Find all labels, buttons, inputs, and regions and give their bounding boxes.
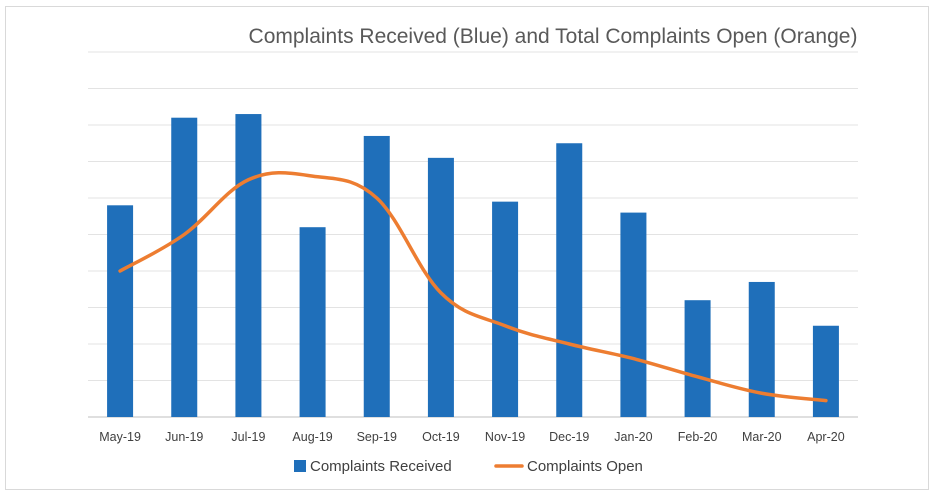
bar <box>556 143 583 417</box>
bar <box>492 201 519 417</box>
legend-label-received: Complaints Received <box>310 458 452 475</box>
line-series <box>118 171 828 403</box>
x-tick-label: Oct-19 <box>422 430 460 444</box>
legend-label-open: Complaints Open <box>527 458 643 475</box>
legend: Complaints Received Complaints Open <box>294 458 643 475</box>
line-path <box>118 171 828 403</box>
x-tick-label: Apr-20 <box>807 430 845 444</box>
bar <box>235 114 262 418</box>
bar <box>427 157 454 417</box>
bar <box>812 325 839 417</box>
bar <box>299 227 326 417</box>
x-tick-label: Jan-20 <box>614 430 652 444</box>
bar <box>620 212 647 417</box>
bar <box>748 281 775 417</box>
x-tick-label: Sep-19 <box>357 430 397 444</box>
chart-frame <box>5 6 929 490</box>
x-tick-label: Nov-19 <box>485 430 525 444</box>
x-tick-label: Jun-19 <box>165 430 203 444</box>
bar <box>684 300 711 417</box>
x-tick-label: Mar-20 <box>742 430 782 444</box>
bar-series <box>107 114 839 418</box>
legend-swatch-received <box>294 460 306 472</box>
gridlines <box>88 51 858 418</box>
x-tick-label: May-19 <box>99 430 141 444</box>
bar <box>171 117 198 417</box>
x-tick-label: Dec-19 <box>549 430 589 444</box>
bar <box>363 135 390 417</box>
x-axis-ticks: May-19 Jun-19 Jul-19 Aug-19 Sep-19 Oct-19 Nov-… <box>99 430 844 444</box>
x-tick-label: Feb-20 <box>678 430 718 444</box>
chart-title: Complaints Received (Blue) and Total Com… <box>249 25 858 48</box>
x-tick-label: Jul-19 <box>231 430 265 444</box>
x-tick-label: Aug-19 <box>292 430 332 444</box>
bar <box>107 205 134 417</box>
